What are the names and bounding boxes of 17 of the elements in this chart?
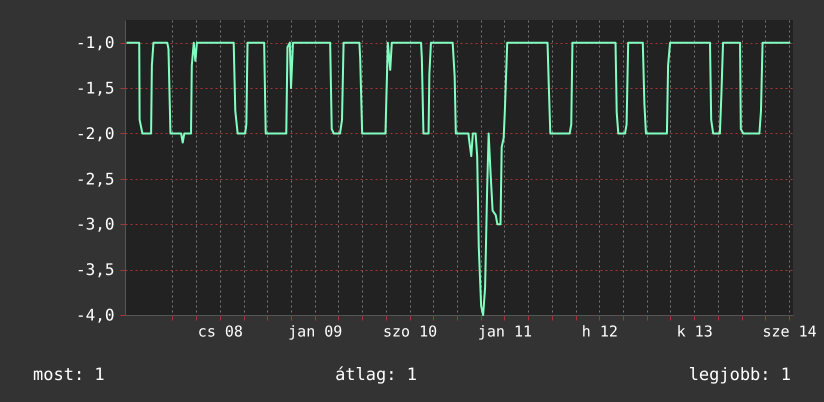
x-tick-label: sze 14 [762,322,817,340]
y-tick-label: -2,0 [76,124,114,143]
y-tick-label: -4,0 [76,306,114,324]
x-tick-label: szo 10 [383,322,438,340]
y-tick-label: -3,0 [76,214,114,234]
y-tick-label: -2,5 [76,169,114,188]
y-tick-label: -3,5 [76,260,114,280]
x-tick-label: k 13 [676,322,713,340]
y-tick-label: -1,0 [76,33,114,52]
text: legjobb: 1 [688,365,791,385]
x-tick-label: jan 09 [288,322,342,340]
x-tick-label: jan 11 [478,322,532,340]
text: most: 1 [33,365,105,385]
y-tick-label: -1,5 [76,78,114,98]
text: átlag: 1 [335,365,417,385]
x-tick-label: cs 08 [198,322,243,340]
x-tick-label: h 12 [582,322,618,340]
